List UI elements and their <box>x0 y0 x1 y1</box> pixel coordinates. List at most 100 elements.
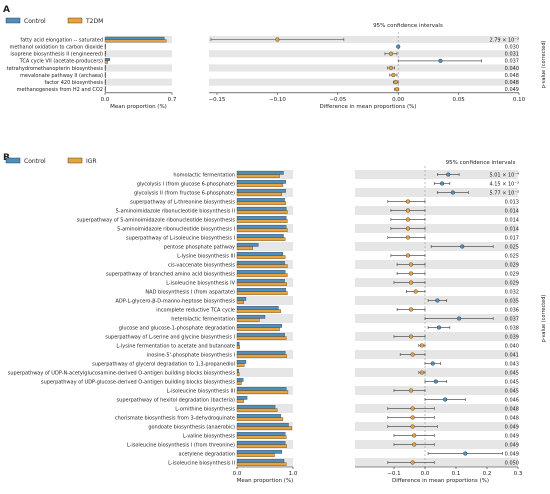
category-label: superpathway of hexitol degradation (bac… <box>117 397 235 403</box>
diff-point <box>394 87 400 92</box>
diff-point <box>410 460 415 465</box>
bar-control <box>236 279 285 283</box>
row-band <box>355 368 518 377</box>
diff-point <box>408 262 414 267</box>
bar-control <box>236 387 287 391</box>
category-label: TCA cycle VII (acetate-producers) <box>19 59 103 65</box>
p-value: 0.037 <box>505 316 519 322</box>
mean-tick-label: 0.0 <box>101 97 110 103</box>
bar-case <box>236 336 287 340</box>
category-label: L-isoleucine biosynthesis I (from threon… <box>127 442 235 448</box>
diff-point <box>419 370 424 375</box>
category-label: 5-aminoimidazole ribonucleotide biosynth… <box>117 226 235 232</box>
diff-point <box>393 80 398 85</box>
row-band <box>237 368 293 377</box>
bar-control <box>236 360 247 364</box>
bar-case <box>236 327 280 331</box>
diff-point <box>435 298 440 303</box>
diff-point <box>460 244 465 249</box>
legend-label-1: IGR <box>86 158 97 165</box>
p-value: 0.038 <box>505 325 519 331</box>
diff-point <box>412 433 417 438</box>
p-value: 0.049 <box>505 433 519 439</box>
p-value: 5.77 × 10⁻³ <box>489 190 519 196</box>
bar-control <box>236 378 244 382</box>
p-value-axis-label: p-value (corrected) <box>541 40 547 88</box>
p-value: 0.045 <box>505 388 519 394</box>
bar-case <box>236 264 288 268</box>
p-value: 0.013 <box>505 199 519 205</box>
bar-control <box>104 72 106 76</box>
diff-point <box>446 172 451 177</box>
bar-case <box>236 219 288 223</box>
p-value: 0.036 <box>505 307 519 313</box>
category-label: L-lysine biosynthesis III <box>177 253 235 259</box>
mean-axis-label: Mean proportion (%) <box>237 478 294 484</box>
bar-control <box>236 414 281 418</box>
diff-point <box>388 51 394 56</box>
p-value: 0.048 <box>505 406 519 412</box>
bar-case <box>236 318 260 322</box>
category-label: mevalonate pathway II (archaea) <box>20 73 103 79</box>
category-label: tetrahydromethanopterin biosynthesis <box>7 66 104 72</box>
row-band <box>105 50 172 58</box>
bar-case <box>236 372 240 376</box>
diff-point <box>405 208 411 213</box>
bar-control <box>236 450 282 454</box>
bar-control <box>236 297 247 301</box>
category-label: superpathway of UDP-N-acetylglucosamine-… <box>8 370 236 376</box>
p-value: 0.031 <box>505 52 519 58</box>
row-band <box>105 78 172 86</box>
diff-point <box>410 415 415 420</box>
diff-tick-label: −0.1 <box>387 471 400 477</box>
row-band <box>355 350 518 359</box>
bar-case <box>236 426 293 430</box>
mean-axis-label: Mean proportion (%) <box>110 104 167 110</box>
category-label: superpathway of branched amino acid bios… <box>106 271 235 277</box>
bar-case <box>236 174 280 178</box>
bar-control <box>236 396 248 400</box>
bar-case <box>236 390 289 394</box>
bar-case <box>236 273 288 277</box>
bar-control <box>104 65 106 69</box>
bar-control <box>236 405 276 409</box>
legend-swatch-0 <box>5 157 21 164</box>
bar-case <box>236 210 288 214</box>
bar-control <box>236 351 286 355</box>
p-value: 0.014 <box>505 208 519 214</box>
bar-case <box>104 74 106 78</box>
category-label: ADP-L-glycero-β-D-manno-heptose biosynth… <box>116 298 236 304</box>
diff-point <box>405 253 411 258</box>
diff-point <box>405 199 411 204</box>
diff-point <box>438 58 443 63</box>
p-value: 0.014 <box>505 217 519 223</box>
category-label: L-isoleucine biosynthesis II <box>168 460 235 466</box>
bar-control <box>236 369 239 373</box>
p-value: 5.01 × 10⁻⁴ <box>489 172 519 178</box>
bar-control <box>104 36 165 40</box>
diff-point <box>419 343 424 348</box>
mean-tick-label: 1.0 <box>289 471 298 477</box>
diff-tick-label: 0.2 <box>483 471 492 477</box>
bar-control <box>236 189 286 193</box>
p-value: 0.050 <box>505 460 519 466</box>
legend-label-1: T2DM <box>85 18 103 25</box>
diff-point <box>410 424 415 429</box>
diff-point <box>439 181 445 186</box>
category-label: incomplete reductive TCA cycle <box>156 307 235 313</box>
bar-control <box>236 333 285 337</box>
bar-case <box>236 246 253 250</box>
bar-control <box>236 261 285 265</box>
diff-tick-label: 0.1 <box>452 471 461 477</box>
bar-control <box>236 324 282 328</box>
diff-tick-label: 0.00 <box>392 97 405 103</box>
category-label: glycolysis II (from fructose 6-phosphate… <box>134 190 235 196</box>
category-label: L-isoleucine biosynthesis IV <box>166 280 235 286</box>
diff-point <box>410 352 415 357</box>
p-value: 0.035 <box>505 298 519 304</box>
bar-case <box>236 255 286 259</box>
diff-point <box>410 406 415 411</box>
p-value-axis-label: p-value (corrected) <box>541 295 547 343</box>
diff-point <box>408 388 414 393</box>
bar-case <box>104 89 106 92</box>
